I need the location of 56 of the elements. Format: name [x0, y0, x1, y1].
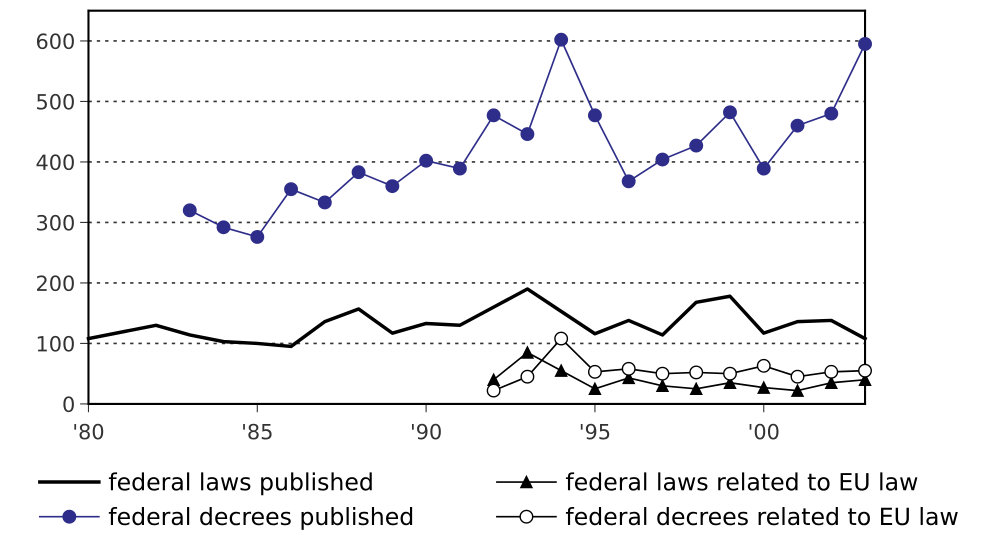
y-tick-label: 300 [37, 214, 74, 231]
point [689, 138, 704, 153]
point [824, 364, 838, 379]
y-tick-label: 0 [63, 396, 74, 412]
point [554, 32, 568, 47]
y-tick-label: 500 [37, 94, 74, 110]
point [250, 230, 264, 244]
point [790, 370, 804, 384]
point [520, 370, 534, 384]
point [486, 108, 501, 122]
point [486, 384, 501, 398]
point [588, 364, 602, 379]
legend-label: federal decrees published [108, 507, 412, 530]
point [352, 165, 366, 180]
point [758, 381, 770, 394]
point [790, 118, 804, 133]
y-tick-label: 400 [36, 154, 74, 170]
point [656, 366, 670, 381]
legend-label: federal decrees related to EU law [566, 507, 958, 526]
point [622, 174, 636, 188]
y-tick-label: 100 [38, 336, 74, 352]
x-tick-label: '90 [412, 424, 441, 440]
x-tick-label: '00 [750, 424, 778, 440]
point [419, 154, 434, 168]
y-tick-label: 200 [37, 275, 74, 292]
point [554, 332, 568, 346]
point [756, 162, 771, 176]
point [318, 196, 332, 210]
point [622, 362, 636, 376]
point [520, 127, 534, 142]
point [216, 220, 230, 234]
point [723, 366, 737, 381]
point [521, 346, 534, 359]
point [656, 152, 670, 166]
point [858, 37, 872, 51]
x-tick-label: '80 [74, 424, 104, 440]
x-tick-label: '95 [580, 424, 610, 440]
x-tick-label: '85 [243, 424, 272, 440]
point [689, 366, 704, 380]
point [656, 380, 669, 392]
point [182, 203, 197, 218]
point [756, 358, 771, 373]
point [385, 179, 400, 194]
point [588, 382, 602, 396]
point [723, 105, 737, 120]
point [554, 364, 568, 377]
legend-label: federal laws published [108, 472, 372, 496]
point [452, 162, 467, 176]
point [284, 182, 298, 196]
point [824, 106, 838, 120]
point [690, 382, 702, 396]
legend-label: federal laws related to EU law [566, 472, 918, 491]
point [858, 364, 872, 378]
y-tick-label: 600 [36, 33, 74, 50]
point [588, 108, 602, 122]
point [791, 384, 804, 397]
